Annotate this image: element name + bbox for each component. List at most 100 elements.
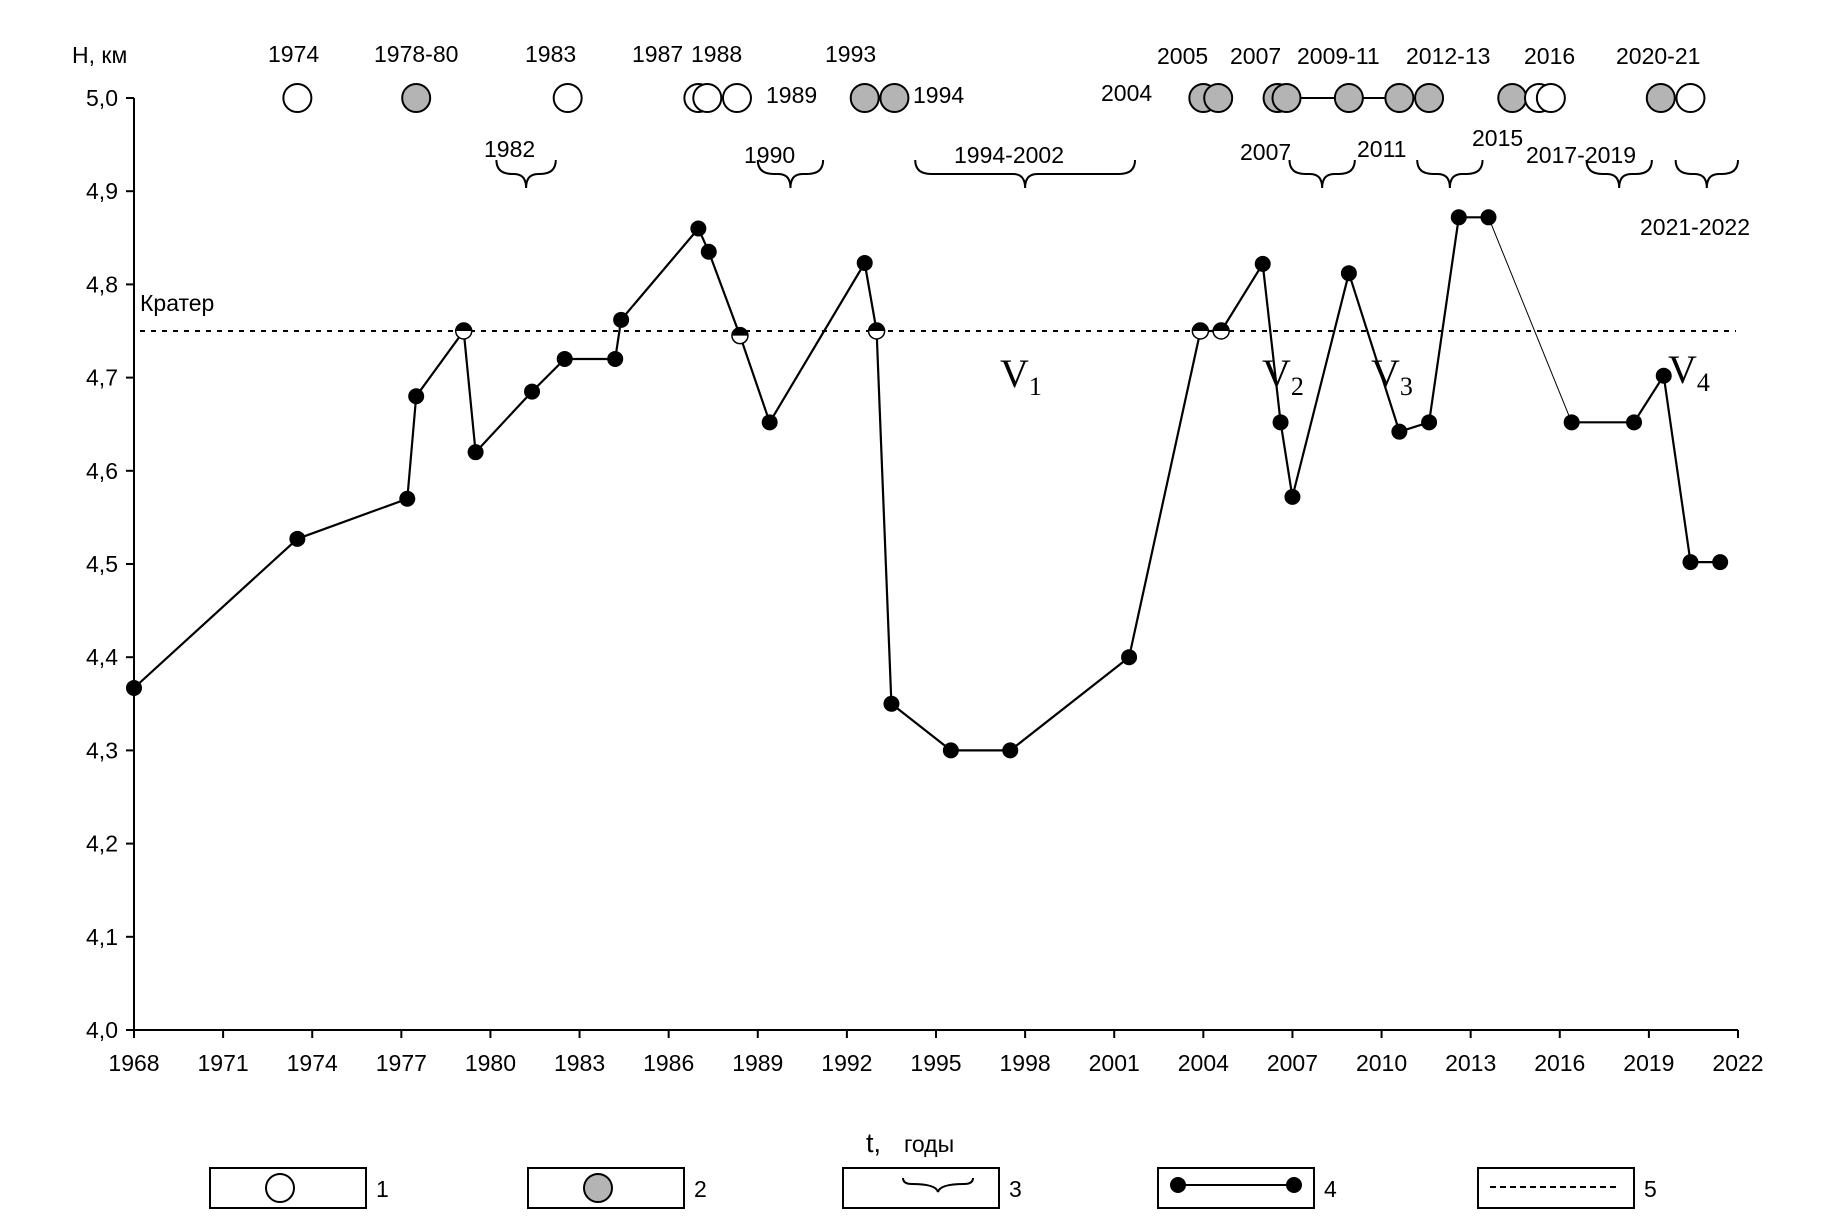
event-label: 1974 [268, 41, 319, 67]
brace-label: 2011 [1357, 136, 1406, 162]
y-tick-label: 4,6 [86, 458, 118, 484]
event-label: 2020-21 [1616, 43, 1700, 69]
data-point [942, 742, 959, 759]
data-point [1655, 367, 1672, 384]
data-point [1254, 255, 1271, 272]
data-point [289, 530, 306, 547]
data-point [883, 695, 900, 712]
data-point [1272, 414, 1289, 431]
data-point [856, 254, 873, 271]
data-point [467, 444, 484, 461]
legend-item-gray-circle: 2 [527, 1167, 707, 1209]
x-tick-label: 1971 [198, 1050, 249, 1076]
axes: 1968 1971 1974 1977 1980 1983 1986 1989 1992 1995… [86, 85, 1764, 1076]
y-tick-label: 5,0 [86, 85, 118, 111]
data-point [1340, 265, 1357, 282]
legend-label: 1 [376, 1176, 389, 1202]
brace-mark [1288, 159, 1356, 189]
event-label: 2004 [1101, 80, 1152, 106]
y-tick-label: 4,8 [86, 271, 118, 297]
event-gray-circle [1645, 83, 1676, 113]
event-gray-circle [1333, 83, 1364, 113]
data-point [1480, 209, 1497, 226]
event-label: 2005 [1157, 43, 1208, 69]
brace-label: 1990 [744, 142, 795, 168]
y-tick-label: 4,3 [86, 737, 118, 763]
brace-mark [1416, 159, 1484, 189]
x-tick-label: 1995 [910, 1050, 961, 1076]
data-point [1626, 414, 1643, 431]
region-label-v2: V2 [1262, 351, 1304, 401]
x-tick-label: 2001 [1089, 1050, 1140, 1076]
event-label: 2009-11 [1297, 43, 1380, 69]
brace-mark [1674, 159, 1739, 189]
brace-label: 2015 [1472, 125, 1523, 151]
event-label: 1988 [691, 41, 742, 67]
brace-label: 2007 [1240, 139, 1291, 165]
x-tick-label: 1977 [376, 1050, 427, 1076]
series-thin-connector [1488, 217, 1573, 423]
x-tick-label: 1968 [108, 1050, 159, 1076]
event-gray-circle [849, 83, 880, 113]
x-tick-label: 2013 [1445, 1050, 1496, 1076]
data-point [700, 243, 717, 260]
legend-label: 3 [1009, 1176, 1022, 1202]
y-tick-label: 4,1 [86, 924, 118, 950]
x-tick-label: 2004 [1178, 1050, 1229, 1076]
data-point [1712, 554, 1729, 571]
data-point [613, 311, 630, 328]
data-point [607, 350, 624, 367]
event-open-circle [282, 83, 313, 113]
event-label: 1978-80 [374, 41, 458, 67]
x-tick-label: 2019 [1623, 1050, 1674, 1076]
brace-icon [902, 1177, 974, 1193]
event-open-circle [721, 83, 752, 113]
data-point [1391, 423, 1408, 440]
half-filled-point-fill [1213, 323, 1230, 331]
half-filled-point-fill [731, 327, 748, 336]
half-filled-point-fill [455, 323, 472, 331]
legend-label: 5 [1644, 1176, 1657, 1202]
brace-label: 2021-2022 [1640, 214, 1750, 240]
data-point [690, 220, 707, 237]
x-tick-label: 1992 [821, 1050, 872, 1076]
y-tick-label: 4,0 [86, 1017, 118, 1043]
region-label-v4: V4 [1668, 347, 1710, 397]
brace-mark [914, 159, 1137, 189]
legend-label: 2 [694, 1176, 707, 1202]
event-label: 1983 [525, 41, 576, 67]
event-label: 1993 [825, 41, 876, 67]
brace-mark [756, 159, 825, 189]
event-gray-circle [1203, 83, 1234, 113]
x-tick-label: 2022 [1712, 1050, 1763, 1076]
half-filled-point-fill [868, 323, 885, 331]
x-tick-label: 1983 [554, 1050, 605, 1076]
legend-item-dashed: 5 [1477, 1167, 1657, 1209]
data-point [1450, 209, 1467, 226]
x-tick-label: 1998 [1000, 1050, 1051, 1076]
x-tick-label: 1974 [287, 1050, 338, 1076]
x-axis-title: t, [866, 1128, 881, 1158]
data-point [524, 383, 541, 400]
event-label: 1989 [766, 82, 817, 108]
y-tick-label: 4,4 [86, 644, 118, 670]
y-tick-label: 4,7 [86, 365, 118, 391]
y-axis-title: Н, км [72, 42, 127, 68]
x-tick-label: 1980 [465, 1050, 516, 1076]
event-label: 2007 [1230, 43, 1281, 69]
series-polyline [133, 216, 1489, 752]
x-tick-label: 2010 [1356, 1050, 1407, 1076]
event-label: 2012-13 [1406, 43, 1490, 69]
data-point [1563, 414, 1580, 431]
brace-mark [1585, 159, 1653, 189]
region-label-v1: V1 [1000, 351, 1042, 401]
event-open-circle [1675, 83, 1706, 113]
x-axis-unit: годы [904, 1131, 954, 1157]
brace-label: 1982 [484, 136, 535, 162]
half-filled-point-fill [1192, 323, 1209, 331]
series-line [126, 209, 1729, 759]
event-gray-circle [1414, 83, 1445, 113]
x-tick-label: 2007 [1267, 1050, 1318, 1076]
event-gray-circle [1384, 83, 1415, 113]
event-gray-circle [401, 83, 432, 113]
